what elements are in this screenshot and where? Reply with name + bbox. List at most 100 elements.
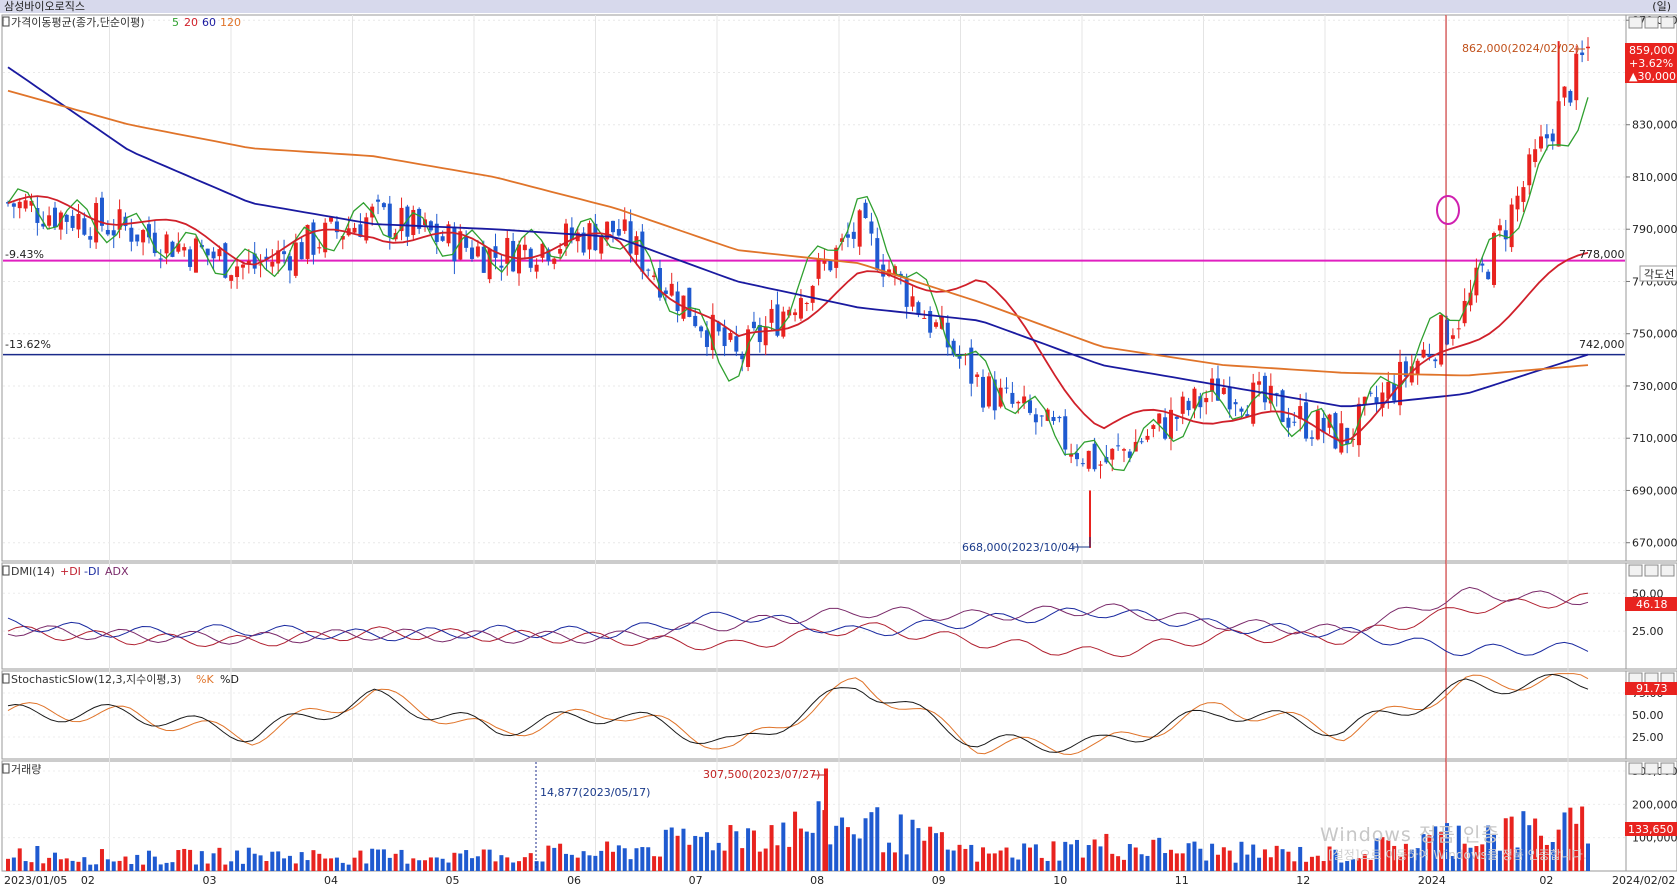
candle-body — [916, 302, 921, 315]
volume-bar — [1533, 818, 1538, 871]
x-tick: 2023/01/05 — [4, 874, 67, 887]
stoch-legend-name: StochasticSlow(12,3,지수이평,3) — [11, 673, 181, 686]
volume-bar — [434, 857, 439, 871]
volume-bar — [517, 861, 522, 871]
candle-body — [481, 246, 486, 273]
candle-body — [769, 308, 774, 323]
candle-body — [1586, 46, 1590, 49]
dmi-ADX-line — [7, 586, 1589, 645]
x-tick: 2024 — [1418, 874, 1446, 887]
volume-bar — [1521, 811, 1526, 871]
volume-bar — [88, 864, 93, 871]
volume-bar — [340, 862, 345, 871]
candle-body — [1380, 392, 1385, 408]
panel-button[interactable] — [1644, 16, 1659, 29]
volume-bar — [1503, 818, 1508, 871]
volume-bar — [810, 832, 815, 871]
panel-button[interactable] — [1660, 762, 1675, 775]
panel-button[interactable] — [1660, 16, 1675, 29]
volume-bar — [1450, 856, 1455, 871]
volume-bar — [264, 861, 269, 871]
x-tick: 2024/02/02 — [1612, 874, 1675, 887]
period-unit[interactable]: (일) — [1652, 0, 1671, 13]
panel-button[interactable] — [1644, 762, 1659, 775]
volume-bar — [1192, 841, 1197, 871]
chart-title: 삼성바이오로직스 — [4, 0, 85, 13]
candle-body — [1151, 425, 1156, 430]
candle-body — [452, 226, 457, 262]
highlight-circle[interactable] — [1436, 195, 1460, 225]
candle-body — [657, 268, 662, 298]
candle-body — [663, 290, 668, 294]
candle-body — [1403, 361, 1408, 377]
line-742-label: 742,000 — [1579, 338, 1625, 351]
candle-body — [1421, 349, 1426, 358]
angle-tool-label[interactable]: 각도선 — [1644, 268, 1674, 281]
panel-button[interactable] — [1628, 564, 1643, 577]
volume-bar — [1157, 837, 1162, 871]
volume-bar — [722, 850, 727, 871]
candle-body — [258, 264, 263, 266]
panel-button[interactable] — [1628, 762, 1643, 775]
candle-body — [99, 197, 104, 226]
volume-bar — [628, 859, 633, 871]
volume-bar — [1298, 846, 1303, 871]
panel-button[interactable] — [1644, 564, 1659, 577]
candle-body — [152, 232, 157, 254]
horizontal-lines — [3, 259, 1625, 356]
dmi-+DI-line — [7, 592, 1589, 658]
volume-bar — [534, 861, 539, 871]
volume-bar — [898, 814, 903, 871]
volume-bar — [1092, 839, 1097, 871]
volume-legend[interactable]: 거래량 — [2, 763, 41, 776]
volume-bar — [1104, 833, 1109, 871]
volume-bar — [223, 864, 228, 871]
volume-bar — [951, 850, 956, 871]
stock-chart[interactable]: 870,000850,000830,000810,000790,000770,0… — [0, 13, 1677, 889]
candle-body — [840, 238, 845, 242]
volume-bar — [6, 858, 10, 871]
volume-bar — [58, 859, 63, 871]
volume-bar — [293, 863, 298, 871]
ma60-legend: 60 — [202, 16, 216, 29]
candle-body — [1210, 378, 1215, 392]
volume-bar — [857, 838, 862, 871]
volume-bar — [558, 843, 563, 871]
candle-body — [117, 209, 122, 230]
candle-body — [734, 336, 739, 352]
volume-bar — [581, 851, 586, 871]
volume-bar — [610, 851, 615, 871]
candle-body — [340, 236, 345, 240]
candle-body — [323, 222, 328, 253]
panel-button[interactable] — [1628, 16, 1643, 29]
candle-body — [399, 207, 404, 232]
candle-body — [981, 376, 986, 408]
dmi--DI-line — [7, 607, 1589, 657]
dmi-legend[interactable]: DMI(14) +DI -DI ADX — [2, 565, 129, 578]
volume-bar — [1080, 857, 1085, 871]
candle-body — [1474, 267, 1479, 296]
volume-bar — [522, 857, 527, 871]
candle-body — [986, 376, 991, 407]
volume-bar — [916, 828, 921, 871]
volume-bar — [82, 857, 87, 871]
price-legend[interactable]: 가격이동평균(종가,단순이평) 5 20 60 120 — [2, 16, 241, 29]
volume-bar — [481, 849, 486, 871]
volume-bar — [834, 825, 839, 871]
candle-body — [552, 258, 557, 264]
volume-bar — [763, 848, 768, 871]
candle-body — [798, 298, 803, 319]
panel-button[interactable] — [1660, 564, 1675, 577]
volume-bar — [828, 844, 833, 871]
candle-body — [1515, 195, 1520, 210]
volume-bar — [528, 853, 533, 871]
volume-bar — [376, 849, 381, 871]
candle-body — [1028, 400, 1033, 413]
volume-bar — [358, 850, 363, 871]
stoch-legend[interactable]: StochasticSlow(12,3,지수이평,3) %K %D — [2, 673, 239, 686]
candle-body — [52, 207, 57, 227]
volume-bar — [1063, 841, 1068, 871]
candle-body — [1362, 396, 1367, 405]
volume-bar — [399, 849, 404, 871]
candle-body — [563, 223, 568, 247]
